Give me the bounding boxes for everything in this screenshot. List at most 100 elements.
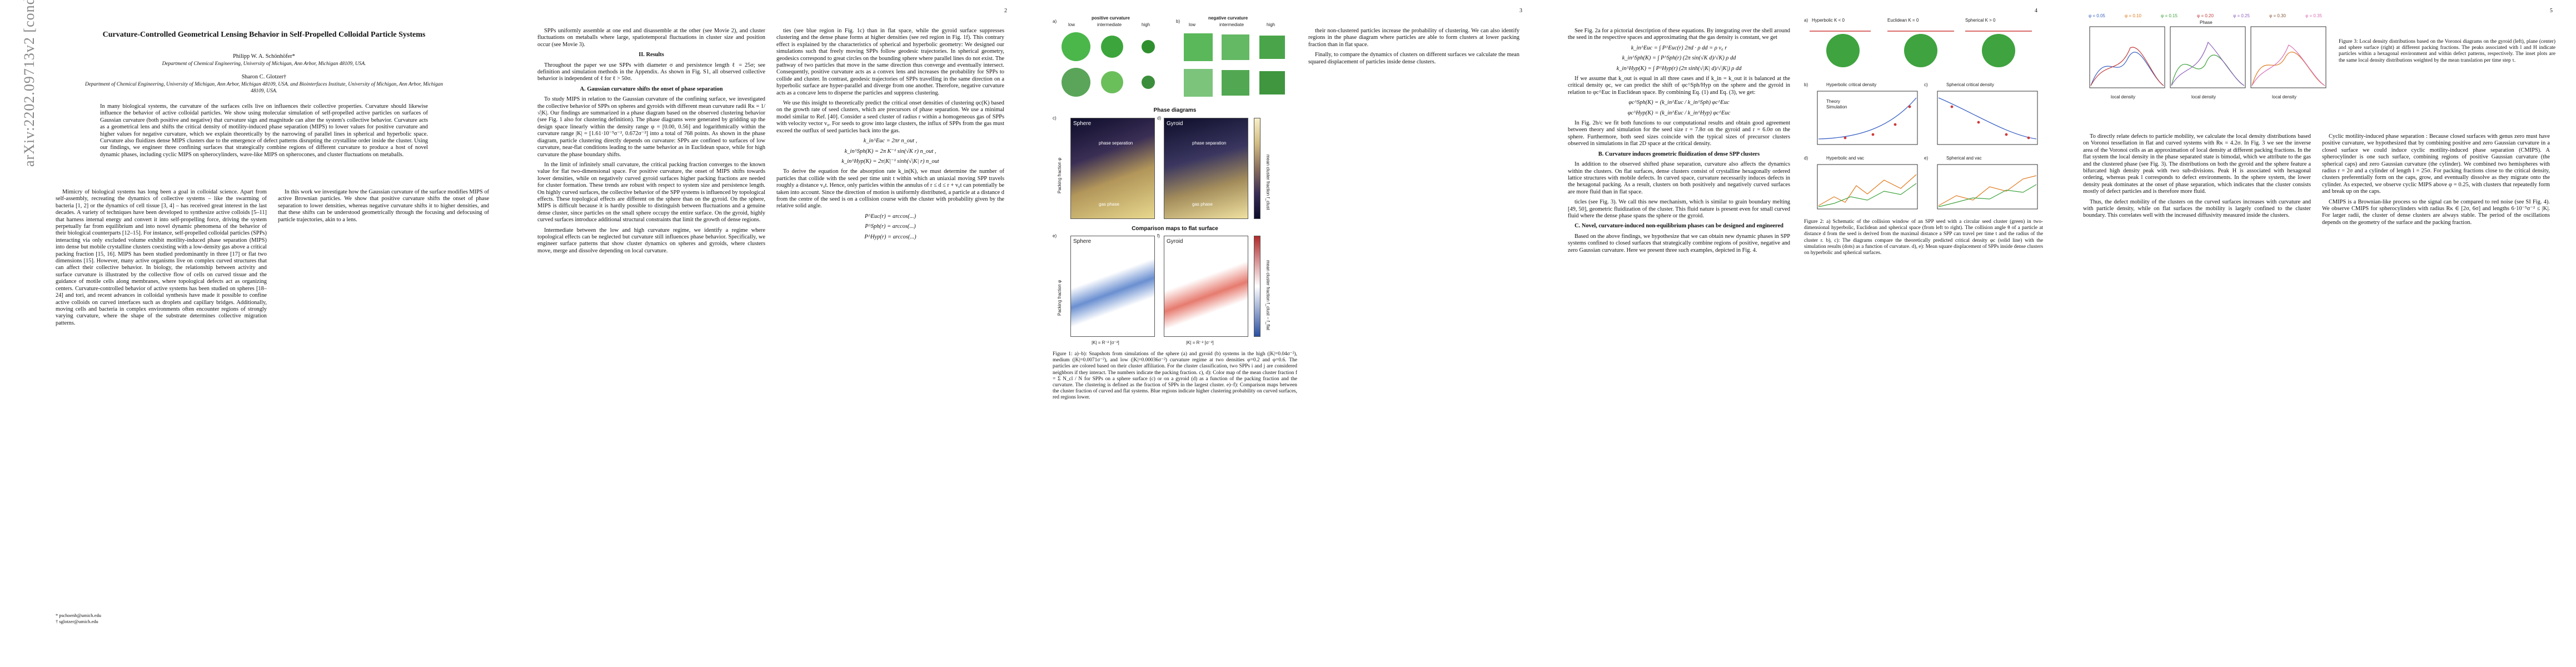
paragraph: In Fig. 2b/c we fit both functions to ou… xyxy=(1568,120,1790,147)
footnote-2: † sglotzer@umich.edu xyxy=(56,619,98,624)
simulation-point xyxy=(2005,133,2008,136)
paragraph: See Fig. 2a for a pictorial description … xyxy=(1568,28,1790,41)
y-axis-label: Packing fraction φ xyxy=(1057,280,1062,316)
plot-frame xyxy=(2250,26,2326,88)
curvature-label: high xyxy=(1142,22,1150,27)
seed-cluster xyxy=(1826,34,1860,67)
msd-plots xyxy=(1817,164,2038,210)
page2-column-right: ties (see blue region in Fig. 1c) than i… xyxy=(776,28,1004,244)
msd-curve xyxy=(1818,183,1917,207)
panel-label: c) xyxy=(1924,82,1928,87)
plot-title: Hyperbolic critical density xyxy=(1826,82,1877,87)
paragraph: In the limit of infinitely small curvatu… xyxy=(537,161,765,223)
density-curve xyxy=(2090,47,2164,86)
page-1: Curvature-Controlled Geometrical Lensing… xyxy=(0,0,515,667)
local-density-plots xyxy=(2089,26,2326,88)
panel-label: b) xyxy=(1176,19,1180,24)
panel-label: e) xyxy=(1924,156,1929,161)
affiliation-2: Department of Chemical Engineering, Univ… xyxy=(84,82,444,94)
paragraph: Based on the above findings, we hypothes… xyxy=(1568,233,1790,253)
sphere-snapshots xyxy=(1062,32,1155,97)
legend-entry: φ = 0.35 xyxy=(2305,13,2322,18)
section-heading-results: II. Results xyxy=(639,52,664,58)
plot-title: Spherical critical density xyxy=(1946,82,1994,87)
legend-entry: φ = 0.30 xyxy=(2269,13,2286,18)
geometry-label: Spherical K > 0 xyxy=(1965,18,1996,23)
colorbar-label: mean cluster fraction f_clust − f_flat xyxy=(1265,260,1270,331)
plot-title: Phase xyxy=(2200,20,2213,25)
figure-2-caption: Figure 2: a) Schematic of the collision … xyxy=(1804,219,2043,256)
plot-title: Hyperbolic and vac xyxy=(1826,156,1865,161)
sphere-snapshot xyxy=(1062,68,1090,97)
colorbar-cluster-fraction xyxy=(1254,118,1260,219)
sphere-snapshot xyxy=(1101,36,1123,58)
simulation-point xyxy=(1908,105,1911,108)
y-axis-label: Packing fraction φ xyxy=(1057,157,1062,193)
sphere-comparison-map: Sphere xyxy=(1070,236,1155,337)
equation: k_in^Hyp(K) = 2π|K|⁻¹ sinh(√|K| r) n_out xyxy=(841,158,939,165)
msd-curve xyxy=(1938,184,2037,207)
paragraph: We use this insight to theoretically pre… xyxy=(776,100,1004,134)
curvature-label: low xyxy=(1189,22,1196,27)
paragraph: If we assume that k_out is equal in all … xyxy=(1568,76,1790,96)
x-axis-label: local density xyxy=(2111,94,2136,99)
simulation-point xyxy=(1871,133,1875,136)
panel-title: positive curvature xyxy=(1092,16,1130,21)
panel-label: a) xyxy=(1804,18,1808,23)
page-5: 5 φ = 0.05 φ = 0.10 φ = 0.15 φ = 0.20 φ … xyxy=(2061,0,2576,667)
simulation-point xyxy=(1843,136,1847,140)
figure-1: a) positive curvature low intermediate h… xyxy=(1053,16,1297,538)
panel-label: e) xyxy=(1053,233,1057,238)
x-axis-label: |K| = R⁻² [σ⁻²] xyxy=(1092,340,1119,345)
density-curve xyxy=(2251,52,2325,86)
figure-1-caption: Figure 1: a)–b): Snapshots from simulati… xyxy=(1053,351,1297,401)
page5-column-right: Cyclic motility-induced phase separation… xyxy=(2322,133,2550,230)
plot-frame xyxy=(2089,26,2165,88)
simulation-point xyxy=(2027,136,2030,140)
paragraph: To directly relate defects to particle m… xyxy=(2083,133,2311,195)
legend-entry: φ = 0.20 xyxy=(2197,13,2214,18)
intro-column-left: Mimicry of biological systems has long b… xyxy=(56,189,267,330)
seed-cluster xyxy=(1982,34,2015,67)
x-axis-label: |K| = R⁻² [σ⁻²] xyxy=(1186,340,1214,345)
gyroid-snapshot xyxy=(1184,69,1213,97)
subsection-heading-c: C. Novel, curvature-induced non-equilibr… xyxy=(1575,223,1783,230)
plot-frame xyxy=(1817,91,1918,145)
equation: k_in^Hyp(K) = ∫ P^Hyp(r) (2π sinh(√|K| d… xyxy=(1616,65,1742,72)
page4-column-left: See Fig. 2a for a pictorial description … xyxy=(1568,28,1790,257)
legend-entry: φ = 0.05 xyxy=(2089,13,2105,18)
theory-curve xyxy=(1818,97,1917,140)
page-number: 2 xyxy=(1004,8,1007,14)
panel-label: c) xyxy=(1053,116,1057,121)
equation: φc^Hyp(K) = (k_in^Euc / k_in^Hyp) φc^Euc xyxy=(1627,109,1731,116)
figure-2: a) Hyperbolic K < 0 Euclidean K = 0 Sphe… xyxy=(1804,16,2043,277)
paragraph: their non-clustered particles increase t… xyxy=(1308,28,1519,48)
author-1: Philipp W. A. Schönhöfer* xyxy=(233,53,295,59)
sphere-snapshot xyxy=(1101,71,1123,93)
panel-label: f) xyxy=(1157,233,1160,238)
msd-curve xyxy=(1938,175,2037,206)
curvature-label: low xyxy=(1068,22,1075,27)
colorbar-comparison xyxy=(1254,236,1260,337)
x-axis-label: local density xyxy=(2191,94,2216,99)
page-2: 2 SPPs uniformly assemble at one end and… xyxy=(515,0,1030,667)
region-label: gas phase xyxy=(1099,202,1119,207)
region-label: phase separation xyxy=(1099,141,1133,146)
gyroid-snapshot xyxy=(1222,34,1249,60)
page-3: 3 a) positive curvature low intermediate… xyxy=(1030,0,1546,667)
equation: P^Euc(r) = arccos(...) xyxy=(864,213,916,220)
density-curve xyxy=(2090,52,2164,86)
gyroid-snapshot xyxy=(1259,71,1285,94)
colorbar-label: mean cluster fraction f_clust xyxy=(1265,155,1270,210)
page3-column-right: their non-clustered particles increase t… xyxy=(1308,28,1519,69)
intro-paragraph-2: In this work we investigate how the Gaus… xyxy=(278,189,489,223)
page-4: 4 See Fig. 2a for a pictorial descriptio… xyxy=(1546,0,2061,667)
equation: P^Hyp(r) = arccos(...) xyxy=(864,233,916,240)
diagram-label: Sphere xyxy=(1073,121,1092,127)
panel-label: a) xyxy=(1053,19,1057,24)
phase-diagrams-title: Phase diagrams xyxy=(1153,107,1197,113)
equation: k_in^Euc = 2πr n_out , xyxy=(863,138,918,145)
legend-entry: Theory xyxy=(1826,99,1840,104)
curvature-label: high xyxy=(1267,22,1275,27)
figure-3-caption: Figure 3: Local density distributions ba… xyxy=(2339,39,2555,63)
